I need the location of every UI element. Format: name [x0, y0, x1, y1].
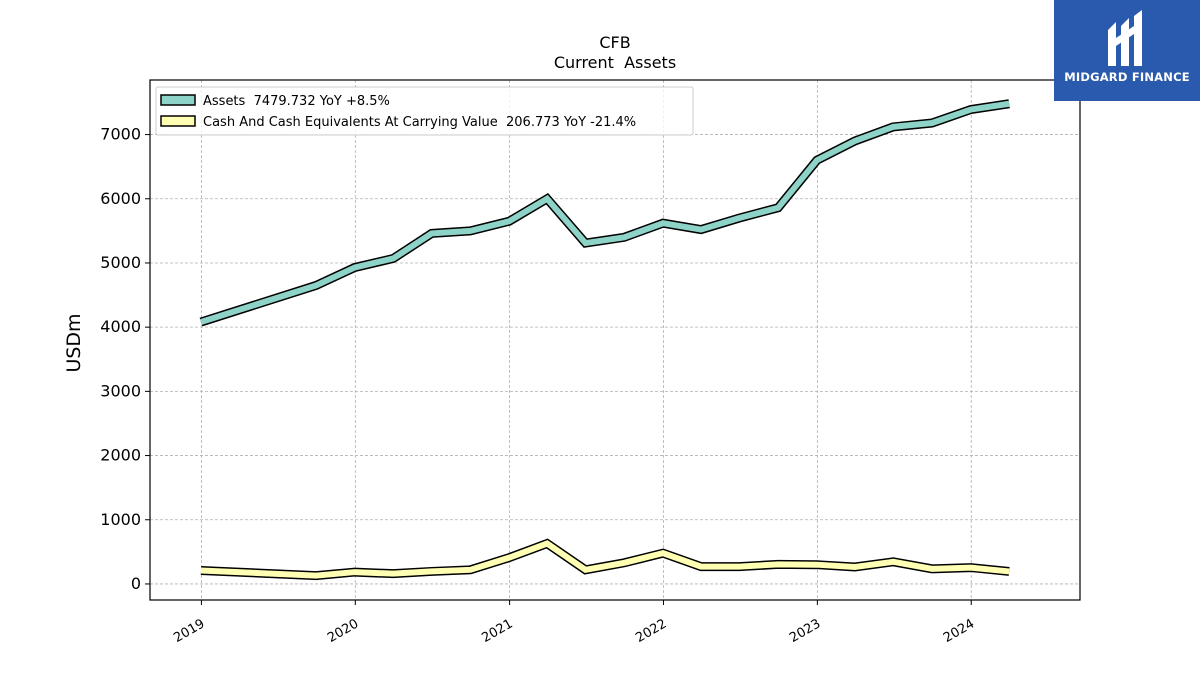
series-line-0 [200, 100, 1010, 325]
x-tick-label: 2019 [171, 616, 207, 646]
chart-title: CFB [599, 33, 630, 52]
series-layer [199, 99, 1010, 581]
y-tick-label: 0 [131, 574, 141, 593]
plot-frame [149, 79, 1081, 601]
series-outline-0 [199, 99, 1010, 327]
legend-label-cash: Cash And Cash Equivalents At Carrying Va… [203, 115, 636, 130]
chart-subtitle: Current Assets [554, 53, 676, 72]
y-tick-label: 1000 [100, 510, 141, 529]
y-tick-label: 4000 [100, 317, 141, 336]
x-tick-label: 2024 [941, 616, 977, 646]
grid-lines [150, 80, 1080, 600]
y-tick-label: 6000 [100, 189, 141, 208]
legend: Assets 7479.732 YoY +8.5% Cash And Cash … [155, 86, 694, 136]
x-tick-label: 2021 [479, 616, 515, 646]
y-axis-label: USDm [63, 313, 85, 372]
x-tick-label: 2020 [325, 616, 361, 646]
y-tick-label: 3000 [100, 381, 141, 400]
legend-label-assets: Assets 7479.732 YoY +8.5% [203, 94, 390, 109]
brand-logo-text: MIDGARD FINANCE [1064, 70, 1190, 84]
y-tick-label: 7000 [100, 125, 141, 144]
x-tick-label: 2022 [633, 616, 669, 646]
y-tick-label: 2000 [100, 446, 141, 465]
brand-logo: MIDGARD FINANCE [1054, 0, 1200, 101]
legend-swatch-cash [160, 115, 196, 127]
midgard-finance-logo-icon [1108, 10, 1142, 66]
y-tick-label: 5000 [100, 253, 141, 272]
series-line-1 [200, 540, 1010, 579]
legend-box [155, 86, 694, 136]
legend-swatch-assets [160, 94, 196, 106]
x-tick-label: 2023 [787, 616, 823, 646]
